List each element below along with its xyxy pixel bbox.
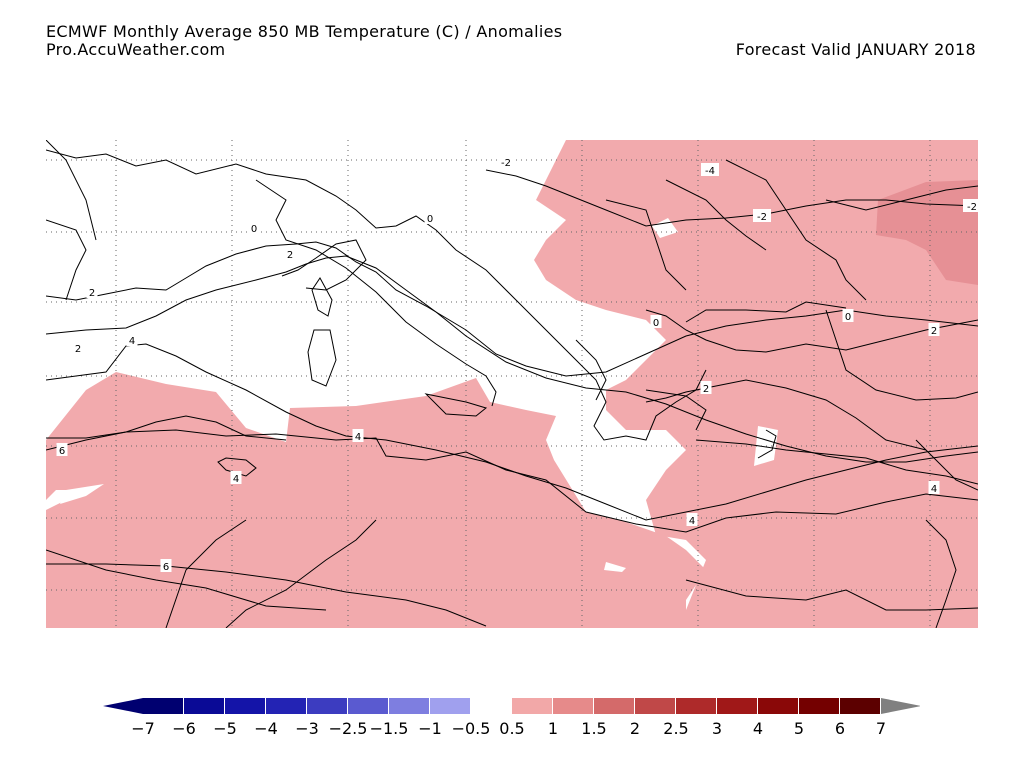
legend-arrow-low [103,698,143,714]
contour-label: 4 [686,513,698,527]
legend-swatch [799,698,839,714]
legend-swatch [389,698,429,714]
contour-label: 6 [160,559,172,573]
legend-swatch [676,698,716,714]
legend-tick-label: 1 [548,719,558,738]
svg-text:6: 6 [163,562,169,573]
svg-text:0: 0 [427,214,433,225]
svg-text:0: 0 [251,224,257,235]
contour-label: 4 [126,333,138,347]
contour-label: 2 [72,341,84,355]
legend-tick-label: 3 [712,719,722,738]
contour-label: 0 [842,309,854,323]
contour-label: 2 [700,381,712,395]
legend-swatch [840,698,880,714]
svg-text:-2: -2 [501,158,511,169]
legend-tick-label: 6 [835,719,845,738]
svg-text:2: 2 [703,384,709,395]
legend-swatch [635,698,675,714]
contour-label: 0 [650,315,662,329]
svg-text:-4: -4 [705,166,715,177]
legend-swatch [225,698,265,714]
svg-text:2: 2 [931,326,937,337]
legend-tick-label: −4 [254,719,278,738]
legend-swatch [758,698,798,714]
legend-swatch [307,698,347,714]
legend-swatch [348,698,388,714]
temperature-contours [46,140,978,627]
contour-label: -2 [753,209,771,223]
svg-text:4: 4 [931,484,937,495]
contour-label: 0 [424,211,436,225]
legend-arrow-high [881,698,921,714]
legend-swatch [266,698,306,714]
anomaly-shading [46,140,978,628]
svg-text:4: 4 [129,336,135,347]
legend-swatch [512,698,552,714]
svg-text:2: 2 [89,288,95,299]
legend-swatch [717,698,757,714]
map-title: ECMWF Monthly Average 850 MB Temperature… [46,22,563,41]
legend-tick-label: 5 [794,719,804,738]
legend-tick-label: 2 [630,719,640,738]
svg-text:4: 4 [355,432,361,443]
contour-label: 6 [56,443,68,457]
legend-tick-label: −0.5 [452,719,491,738]
temperature-anomaly-map: -2 -4 -2 -2 0 2 2 0 2 4 6 4 4 6 0 0 2 4 4 2 [46,140,978,628]
legend-tick-label: −5 [213,719,237,738]
legend-tick-label: −3 [295,719,319,738]
legend-tick-label: −1.5 [370,719,409,738]
contour-label: 2 [86,285,98,299]
contour-label: 2 [284,247,296,261]
graticule [46,140,978,628]
legend-tick-label: 1.5 [581,719,606,738]
legend-tick-label: 0.5 [499,719,524,738]
contour-label: -2 [497,155,515,169]
svg-text:2: 2 [287,250,293,261]
svg-text:2: 2 [75,344,81,355]
color-scale-legend: −7 −6 −5 −4 −3 −2.5 −1.5 −1 −0.5 0.5 1 1.5 2 2.5 3 4 5 6 7 [100,696,921,742]
svg-text:4: 4 [233,474,239,485]
legend-swatch [143,698,183,714]
contour-label: 2 [928,323,940,337]
legend-tick-label: −7 [131,719,155,738]
forecast-valid-label: Forecast Valid JANUARY 2018 [735,40,976,59]
contour-label: -4 [701,163,719,177]
legend-swatch [594,698,634,714]
legend-tick-label: 4 [753,719,763,738]
source-label: Pro.AccuWeather.com [46,40,226,59]
legend-tick-label: 7 [876,719,886,738]
svg-text:6: 6 [59,446,65,457]
contour-label: 4 [928,481,940,495]
legend-tick-label: 2.5 [663,719,688,738]
svg-text:0: 0 [653,318,659,329]
coastlines [46,149,978,628]
contour-label-layer: -2 -4 -2 -2 0 2 2 0 2 4 6 4 4 6 0 0 2 4 4 2 [56,155,978,573]
svg-text:-2: -2 [757,212,767,223]
legend-tick-label: −2.5 [329,719,368,738]
svg-text:4: 4 [689,516,695,527]
legend-swatch [184,698,224,714]
contour-label: -2 [963,199,978,213]
svg-text:0: 0 [845,312,851,323]
legend-swatch [553,698,593,714]
contour-label: 4 [352,429,364,443]
legend-tick-label: −1 [418,719,442,738]
legend-tick-label: −6 [172,719,196,738]
contour-label: 4 [230,471,242,485]
contour-label: 0 [248,221,260,235]
svg-text:-2: -2 [967,202,977,213]
legend-swatch [430,698,470,714]
